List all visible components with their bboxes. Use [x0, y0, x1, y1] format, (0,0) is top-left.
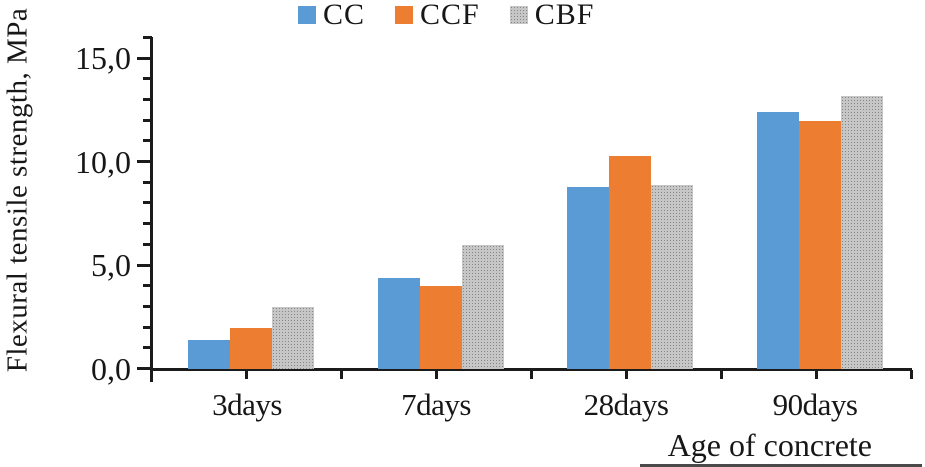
legend-label: CCF [420, 0, 480, 31]
x-tick [530, 370, 533, 379]
y-tick-label: 0,0 [91, 351, 131, 387]
legend-label: CC [323, 0, 366, 31]
y-minor-tick [143, 98, 152, 101]
y-axis-line [150, 37, 153, 372]
x-tick [340, 370, 343, 379]
y-minor-tick [143, 284, 152, 287]
crop-artifact-line [640, 464, 922, 467]
legend-item-cc: CC [298, 0, 366, 31]
y-minor-tick [143, 77, 152, 80]
x-tick [150, 370, 153, 382]
x-tick [245, 370, 248, 379]
x-tick [815, 370, 818, 379]
y-minor-tick [143, 326, 152, 329]
legend-swatch-cbf [509, 6, 528, 24]
bar-cbf-90days [841, 96, 883, 369]
y-minor-tick [143, 243, 152, 246]
bar-cbf-28days [651, 185, 693, 369]
y-minor-tick [143, 119, 152, 122]
y-major-tick [137, 160, 152, 163]
y-minor-tick [143, 222, 152, 225]
y-minor-tick [143, 181, 152, 184]
y-tick-label: 15,0 [75, 40, 131, 76]
y-major-tick [137, 264, 152, 267]
y-tick-label: 5,0 [91, 247, 131, 283]
x-tick [720, 370, 723, 379]
legend-item-cbf: CBF [509, 0, 595, 31]
y-major-tick [137, 367, 152, 370]
x-tick [435, 370, 438, 379]
y-minor-tick [143, 201, 152, 204]
y-minor-tick [143, 36, 152, 39]
x-tick [625, 370, 628, 379]
bar-ccf-7days [420, 286, 462, 369]
bar-cbf-3days [272, 307, 314, 369]
legend: CC CCF CBF [298, 0, 595, 31]
bar-ccf-3days [230, 328, 272, 369]
bar-ccf-90days [799, 121, 841, 369]
y-minor-tick [143, 139, 152, 142]
x-category-label: 7days [401, 387, 471, 422]
x-category-label: 3days [212, 387, 282, 422]
x-tick [910, 370, 913, 379]
x-category-label: 28days [583, 387, 669, 422]
y-minor-tick [143, 305, 152, 308]
x-axis-line [150, 368, 912, 371]
y-tick-label: 10,0 [75, 144, 131, 180]
bar-cc-3days [188, 340, 230, 369]
y-major-tick [137, 57, 152, 60]
legend-label: CBF [534, 0, 595, 31]
x-category-label: 90days [772, 387, 858, 422]
x-axis-title: Age of concrete [667, 427, 872, 463]
bar-ccf-28days [609, 156, 651, 369]
bar-cc-90days [757, 112, 799, 369]
bar-cc-28days [567, 187, 609, 369]
bar-cbf-7days [462, 245, 504, 369]
legend-swatch-cc [298, 6, 316, 24]
bar-cc-7days [378, 278, 420, 369]
y-minor-tick [143, 346, 152, 349]
legend-item-ccf: CCF [395, 0, 480, 31]
legend-swatch-ccf [395, 6, 414, 24]
